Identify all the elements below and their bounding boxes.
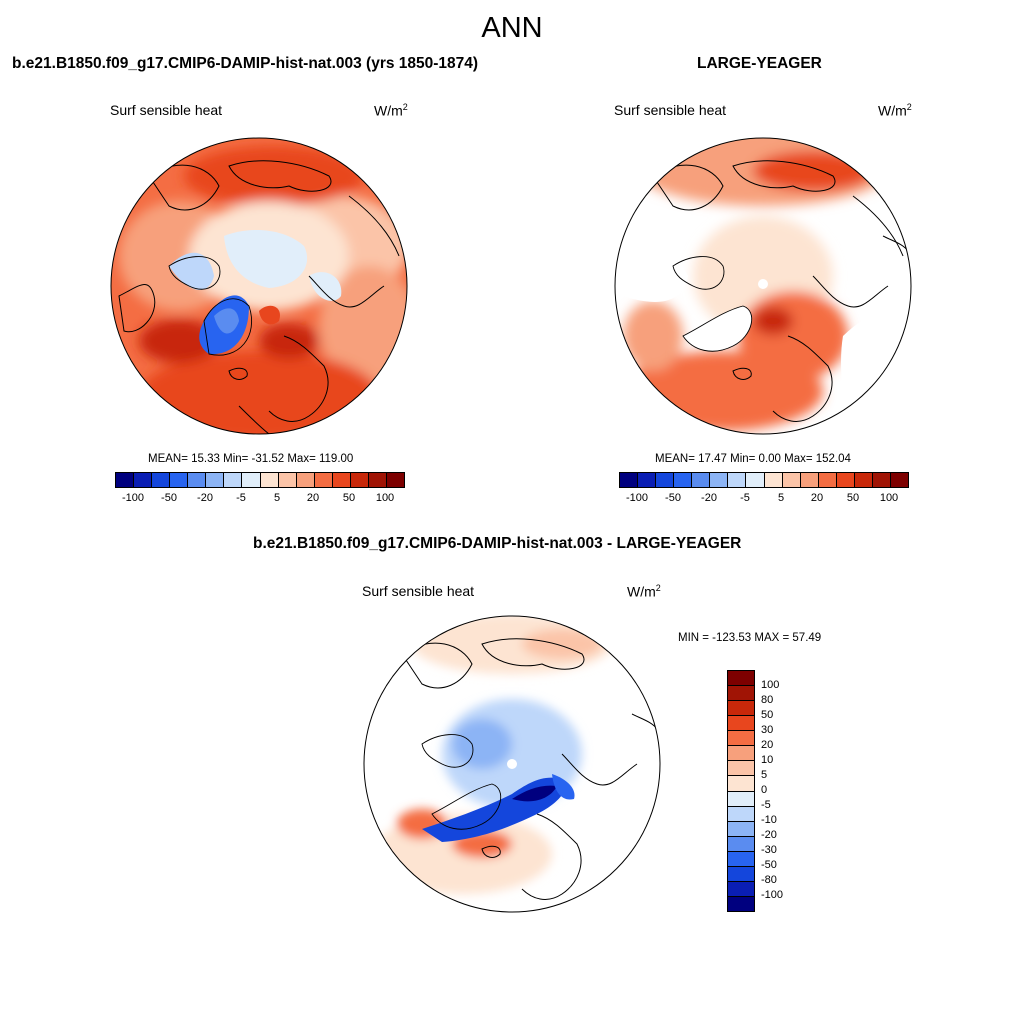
panel-title-right: LARGE-YEAGER: [697, 55, 822, 72]
colorbar-swatch: [728, 851, 754, 867]
colorbar-swatch: [224, 473, 243, 487]
colorbar-tick-label: 100: [375, 492, 395, 504]
colorbar-swatch: [728, 701, 754, 717]
colorbar-swatch: [170, 473, 189, 487]
colorbar-swatch: [728, 686, 754, 702]
colorbar-tick-label: -100: [761, 889, 784, 901]
colorbar-swatch: [728, 671, 754, 687]
variable-label-left: Surf sensible heat: [110, 102, 223, 118]
colorbar-swatch: [728, 731, 754, 747]
unit-label-left: W/m2: [374, 102, 408, 119]
colorbar-swatch: [332, 473, 351, 487]
polar-map-left: [110, 137, 408, 435]
colorbar-swatch: [710, 473, 729, 487]
variable-label-diff: Surf sensible heat: [362, 583, 475, 599]
colorbar-tick-label: 0: [761, 784, 768, 796]
colorbar-tick-label: 100: [879, 492, 899, 504]
colorbar-tick-label: 5: [777, 492, 785, 504]
polar-map-diff: [363, 615, 661, 913]
colorbar-left: [115, 472, 405, 488]
colorbar-swatch: [260, 473, 279, 487]
colorbar-swatch: [368, 473, 387, 487]
colorbar-swatch: [728, 836, 754, 852]
colorbar-tick-label: 30: [761, 724, 774, 736]
colorbar-swatch: [728, 716, 754, 732]
colorbar-tick-label: 20: [761, 739, 774, 751]
colorbar-tick-label: -10: [761, 814, 777, 826]
colorbar-swatch: [728, 761, 754, 777]
colorbar-tick-label: 5: [273, 492, 281, 504]
colorbar-swatch: [620, 473, 639, 487]
page-title: ANN: [481, 12, 543, 44]
colorbar-swatch: [782, 473, 801, 487]
colorbar-swatch: [728, 806, 754, 822]
panel-title-left: b.e21.B1850.f09_g17.CMIP6-DAMIP-hist-nat…: [12, 55, 479, 72]
colorbar-swatch: [728, 791, 754, 807]
colorbar-swatch: [728, 866, 754, 882]
colorbar-swatch: [728, 473, 747, 487]
colorbar-swatch: [134, 473, 153, 487]
colorbar-tick-label: 50: [342, 492, 356, 504]
unit-label-diff: W/m2: [627, 583, 661, 600]
colorbar-swatch: [746, 473, 765, 487]
panel-title-diff: b.e21.B1850.f09_g17.CMIP6-DAMIP-hist-nat…: [253, 535, 742, 552]
colorbar-swatch: [242, 473, 261, 487]
colorbar-swatch: [728, 821, 754, 837]
colorbar-swatch: [656, 473, 675, 487]
colorbar-swatch: [350, 473, 369, 487]
colorbar-tick-label: 10: [761, 754, 774, 766]
colorbar-swatch: [386, 473, 404, 487]
polar-map-right: [614, 137, 912, 435]
colorbar-swatch: [836, 473, 855, 487]
colorbar-tick-label: 20: [306, 492, 320, 504]
colorbar-swatch: [116, 473, 135, 487]
colorbar-right: [619, 472, 909, 488]
colorbar-swatch: [818, 473, 837, 487]
colorbar-swatch: [800, 473, 819, 487]
colorbar-tick-label: 50: [761, 709, 774, 721]
colorbar-swatch: [206, 473, 225, 487]
stats-right: MEAN= 17.47 Min= 0.00 Max= 152.04: [655, 453, 851, 465]
stats-left: MEAN= 15.33 Min= -31.52 Max= 119.00: [148, 453, 354, 465]
colorbar-tick-label: -50: [665, 492, 681, 504]
colorbar-diff: [727, 670, 755, 912]
colorbar-swatch: [674, 473, 693, 487]
colorbar-tick-label: -50: [161, 492, 177, 504]
colorbar-tick-label: -80: [761, 874, 777, 886]
colorbar-tick-label: -20: [197, 492, 213, 504]
colorbar-swatch: [890, 473, 908, 487]
colorbar-tick-label: 100: [761, 679, 780, 691]
colorbar-tick-label: -20: [761, 829, 777, 841]
colorbar-tick-label: -100: [121, 492, 145, 504]
colorbar-tick-label: -5: [740, 492, 750, 504]
colorbar-tick-label: -30: [761, 844, 777, 856]
colorbar-tick-label: -5: [761, 799, 771, 811]
colorbar-swatch: [764, 473, 783, 487]
colorbar-tick-label: -100: [625, 492, 649, 504]
unit-label-right: W/m2: [878, 102, 912, 119]
colorbar-tick-label: -5: [236, 492, 246, 504]
colorbar-swatch: [188, 473, 207, 487]
colorbar-tick-label: 5: [761, 769, 768, 781]
colorbar-swatch: [854, 473, 873, 487]
colorbar-swatch: [278, 473, 297, 487]
colorbar-swatch: [296, 473, 315, 487]
colorbar-tick-label: 80: [761, 694, 774, 706]
colorbar-swatch: [728, 881, 754, 897]
colorbar-tick-label: 50: [846, 492, 860, 504]
colorbar-swatch: [728, 776, 754, 792]
colorbar-tick-label: -20: [701, 492, 717, 504]
colorbar-swatch: [692, 473, 711, 487]
colorbar-swatch: [872, 473, 891, 487]
colorbar-tick-label: -50: [761, 859, 777, 871]
stats-diff: MIN = -123.53 MAX = 57.49: [678, 632, 822, 644]
colorbar-swatch: [314, 473, 333, 487]
colorbar-swatch: [728, 746, 754, 762]
variable-label-right: Surf sensible heat: [614, 102, 727, 118]
colorbar-swatch: [728, 896, 754, 911]
colorbar-swatch: [152, 473, 171, 487]
colorbar-tick-label: 20: [810, 492, 824, 504]
colorbar-swatch: [638, 473, 657, 487]
